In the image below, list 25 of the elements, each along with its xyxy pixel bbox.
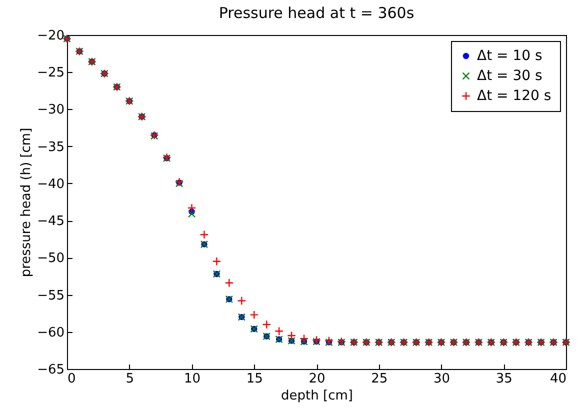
x-axis-title: depth [cm] [281, 388, 353, 404]
x-tick-label: 25 [371, 372, 388, 386]
x-tick-label: 20 [308, 372, 326, 386]
y-tick-label: −20 [37, 28, 64, 44]
chart-title: Pressure head at t = 360s [218, 4, 414, 22]
x-tick-label: 30 [433, 372, 450, 386]
y-tick-label: −35 [37, 140, 64, 155]
y-tick-label: −50 [37, 251, 64, 266]
legend-label: Δt = 30 s [477, 68, 542, 84]
x-tick-label: 5 [126, 372, 134, 386]
y-tick-label: −55 [37, 288, 64, 304]
x-tick-label: 40 [550, 372, 566, 386]
y-tick-label: −60 [37, 325, 64, 340]
y-tick-label: −25 [37, 66, 64, 81]
y-tick-label: −65 [37, 362, 64, 378]
y-tick-label: −30 [37, 102, 64, 118]
y-tick-label: −40 [37, 176, 64, 192]
legend-label: Δt = 120 s [477, 88, 552, 104]
y-axis-title: pressure head (h) [cm] [19, 128, 34, 278]
x-tick-label: 10 [184, 372, 201, 386]
x-tick-label: 15 [246, 372, 263, 386]
x-tick-label: 35 [496, 372, 512, 386]
x-tick-label: 0 [68, 372, 76, 386]
legend-label: Δt = 10 s [477, 48, 542, 64]
y-tick-label: −45 [37, 214, 64, 230]
